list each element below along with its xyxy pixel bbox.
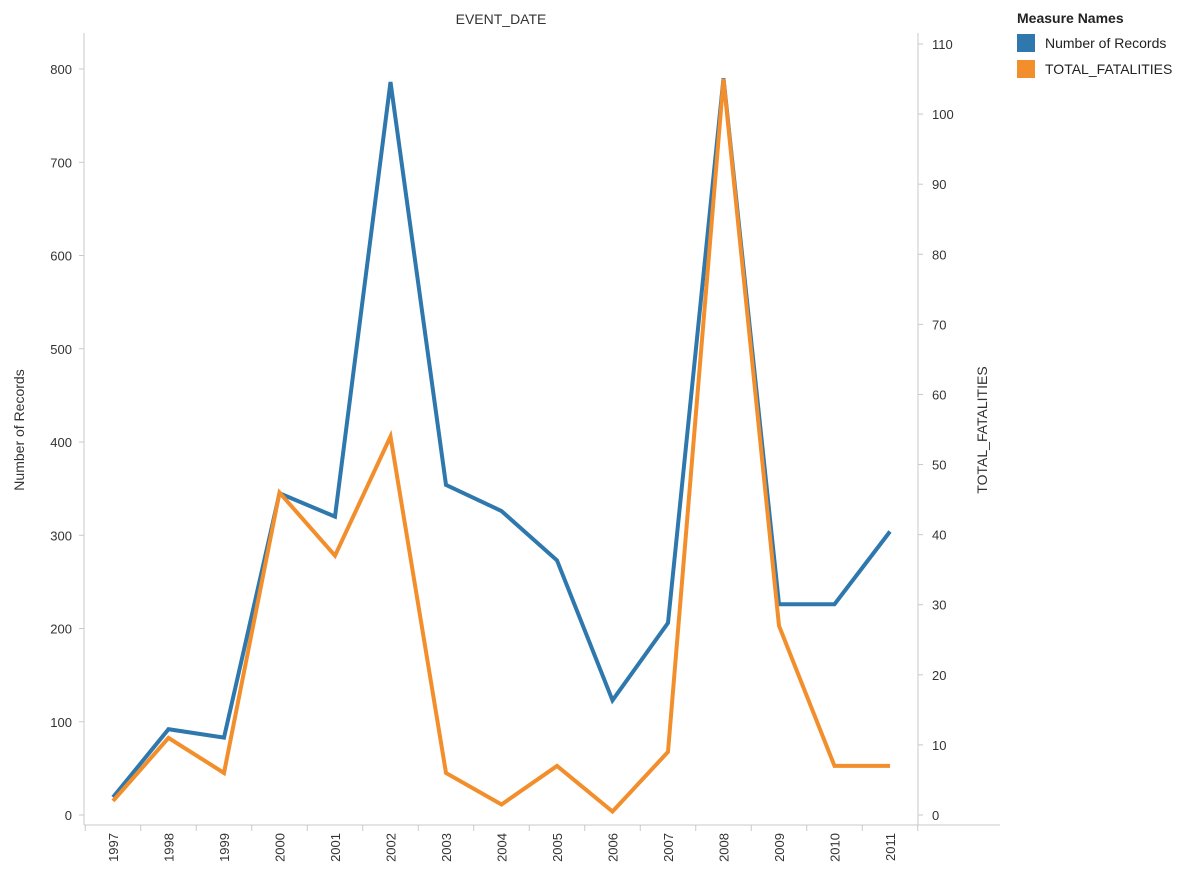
right-axis-ticks: 0 10 20 30 40 50 60 70 80 90 100 110 (918, 37, 954, 823)
data-point (222, 771, 226, 775)
data-point (444, 483, 448, 487)
x-tick-label: 2003 (439, 833, 454, 862)
y2-axis-label: TOTAL_FATALITIES (974, 366, 990, 493)
left-tick-label: 700 (50, 155, 72, 170)
data-point (888, 764, 892, 768)
data-point (777, 624, 781, 628)
right-tick-label: 110 (932, 37, 953, 52)
x-axis-ticks: 1997 1998 1999 2000 2001 2002 2003 2004 2005 2006… (84, 825, 919, 862)
x-tick-label: 2006 (606, 833, 621, 862)
data-point (666, 750, 670, 754)
top-axis-label: EVENT_DATE (456, 11, 547, 27)
series-line-total-fatalities (111, 78, 890, 815)
data-point (167, 736, 171, 740)
data-point (555, 764, 559, 768)
x-tick-label: 2000 (273, 833, 288, 862)
data-point (333, 554, 337, 558)
right-tick-label: 20 (932, 668, 946, 683)
x-tick-label: 2010 (828, 833, 843, 862)
right-tick-label: 60 (932, 387, 946, 402)
data-point (222, 736, 226, 740)
data-point (333, 515, 337, 519)
data-point (500, 802, 504, 806)
right-tick-label: 80 (932, 247, 946, 262)
legend-item-total-fatalities[interactable]: TOTAL_FATALITIES (1017, 56, 1192, 82)
data-point (389, 435, 393, 439)
x-tick-label: 2005 (550, 833, 565, 862)
x-tick-label: 1999 (217, 833, 232, 862)
x-tick-label: 1998 (162, 833, 177, 862)
data-point (278, 491, 282, 495)
left-tick-label: 400 (50, 435, 72, 450)
data-point (611, 809, 615, 813)
data-point (389, 80, 393, 84)
data-point (167, 727, 171, 731)
legend-label: Number of Records (1045, 35, 1167, 51)
legend-swatch-total-fatalities (1017, 60, 1035, 78)
legend-swatch-number-of-records (1017, 34, 1035, 52)
x-tick-label: 1997 (106, 833, 121, 862)
data-point (722, 77, 726, 81)
left-tick-label: 500 (50, 342, 72, 357)
data-point (833, 764, 837, 768)
data-point (833, 602, 837, 606)
right-tick-label: 0 (932, 808, 939, 823)
x-tick-label: 2002 (384, 833, 399, 862)
left-tick-label: 0 (65, 808, 72, 823)
data-point (888, 530, 892, 534)
right-tick-label: 70 (932, 317, 946, 332)
data-point (611, 698, 615, 702)
right-tick-label: 50 (932, 458, 946, 473)
left-tick-label: 200 (50, 622, 72, 637)
x-tick-label: 2008 (717, 833, 732, 862)
left-tick-label: 100 (50, 715, 72, 730)
legend: Measure Names Number of Records TOTAL_FA… (1017, 10, 1192, 82)
series-line-number-of-records (111, 78, 892, 799)
x-tick-label: 2004 (495, 833, 510, 862)
right-tick-label: 10 (932, 738, 946, 753)
data-point (666, 621, 670, 625)
data-point (555, 558, 559, 562)
x-tick-label: 2007 (661, 833, 676, 862)
x-tick-label: 2011 (883, 833, 898, 861)
data-point (111, 799, 115, 803)
data-point (500, 509, 504, 513)
left-axis-ticks: 0 100 200 300 400 500 600 700 800 (50, 62, 84, 823)
left-tick-label: 600 (50, 249, 72, 264)
legend-label: TOTAL_FATALITIES (1045, 61, 1173, 77)
right-tick-label: 100 (932, 107, 954, 122)
right-tick-label: 30 (932, 598, 946, 613)
left-tick-label: 800 (50, 62, 72, 77)
right-tick-label: 40 (932, 528, 946, 543)
x-tick-label: 2001 (328, 833, 343, 862)
series-layer (111, 77, 892, 815)
left-tick-label: 300 (50, 528, 72, 543)
legend-item-number-of-records[interactable]: Number of Records (1017, 30, 1192, 56)
y-axis-label: Number of Records (11, 369, 27, 490)
legend-title: Measure Names (1017, 10, 1124, 26)
data-point (444, 771, 448, 775)
right-tick-label: 90 (932, 177, 946, 192)
x-tick-label: 2009 (772, 833, 787, 862)
axes-frame (83, 33, 1000, 826)
